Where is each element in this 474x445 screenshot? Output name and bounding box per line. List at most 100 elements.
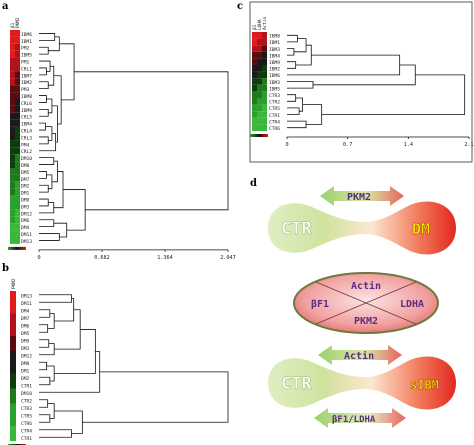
heatmap-cell — [252, 111, 257, 118]
row-label: CTR2 — [21, 399, 32, 405]
panel-a-letter: a — [2, 1, 9, 12]
dendrogram-branch — [45, 126, 53, 141]
heatmap-cell — [257, 45, 262, 52]
dendrogram-branch — [287, 120, 307, 129]
row-label: CTR5 — [21, 414, 32, 420]
heatmap-cell — [257, 32, 262, 39]
x-axis-tick-label: 2.047 — [220, 255, 236, 261]
column-label: PKM2 — [15, 17, 21, 28]
heatmap-cell — [252, 84, 257, 92]
heatmap-cell — [252, 78, 257, 85]
dendrogram-branch — [293, 38, 307, 53]
heatmap-cell — [10, 147, 15, 155]
panel-d-schematic: d CTR DM PKM2 Actin βF1 LDHA PKM2 CTR sI… — [250, 178, 456, 428]
row-label: CRL3 — [21, 135, 32, 141]
row-label: CTR5 — [269, 106, 280, 112]
heatmap-cell — [10, 188, 15, 196]
row-label: CTR6 — [21, 421, 32, 427]
row-label: DM10 — [21, 391, 32, 397]
heatmap-cell — [10, 78, 15, 86]
ctr-dm-diagram: CTR DM PKM2 — [268, 186, 456, 255]
dendrogram-branch — [39, 184, 49, 193]
panel-c-frame — [249, 1, 473, 163]
row-label: DM4 — [21, 309, 30, 315]
dendrogram-branch — [39, 136, 49, 145]
dendrogram-branch — [287, 48, 295, 56]
heatmap-cell — [252, 104, 257, 112]
row-label: CTR6 — [269, 126, 280, 132]
row-label: DM7 — [21, 316, 30, 322]
heatmap-cell — [10, 388, 16, 396]
ellipse-bf1-label: βF1 — [311, 299, 329, 310]
dendrogram-branch — [39, 361, 47, 371]
row-label: IBM9 — [269, 60, 280, 66]
heatmap-cell — [257, 51, 262, 59]
heatmap-cell — [10, 92, 15, 99]
heatmap-cell — [10, 336, 16, 344]
heatmap-cell — [15, 154, 20, 162]
dendrogram-branch — [46, 98, 53, 114]
heatmap-cell — [257, 78, 262, 85]
x-axis-tick-label: 0 — [285, 142, 288, 148]
dendrogram-branch — [74, 71, 229, 211]
heatmap-cell — [15, 223, 20, 231]
heatmap-cell — [10, 358, 16, 366]
heatmap-cell — [10, 168, 15, 175]
row-label: DM1 — [21, 369, 30, 375]
row-label: CTR1 — [269, 113, 280, 119]
heatmap-cell — [262, 104, 267, 112]
dendrogram-branch — [39, 33, 56, 41]
heatmap-cell — [15, 85, 20, 93]
heatmap-cell — [262, 84, 267, 92]
row-label: CRL5 — [21, 115, 32, 121]
heatmap-cell — [15, 36, 20, 44]
dendrogram-branch — [321, 74, 466, 115]
heatmap-cell — [10, 223, 15, 231]
heatmap-cell — [10, 426, 16, 434]
dendrogram-branch — [48, 36, 60, 52]
heatmap-cell — [262, 45, 267, 52]
row-label: DM8 — [21, 361, 30, 367]
heatmap-cell — [15, 112, 20, 120]
heatmap-cell — [252, 91, 257, 98]
heatmap-cell — [15, 64, 20, 72]
row-label: DM9 — [21, 339, 30, 345]
row-label: PM3 — [21, 87, 30, 93]
heatmap-cell — [15, 181, 20, 189]
dendrogram-branch — [39, 95, 47, 103]
heatmap-cell — [10, 43, 15, 51]
column-label: LDHA — [257, 19, 263, 30]
heatmap-cell — [252, 124, 257, 131]
dendrogram-branch — [48, 65, 55, 86]
dendrogram-branch — [39, 309, 51, 318]
heatmap-cell — [15, 99, 20, 106]
row-label: IBM9 — [21, 108, 32, 114]
heatmap-cell — [10, 381, 16, 389]
dendrogram-branch — [287, 94, 297, 102]
heatmap-cell — [257, 98, 262, 105]
heatmap-cell — [10, 126, 15, 134]
heatmap-cell — [15, 209, 20, 217]
row-label: CTR1 — [21, 436, 32, 442]
row-label: CRL1 — [21, 66, 32, 72]
dendrogram-branch — [287, 61, 297, 69]
heatmap-cell — [262, 111, 267, 118]
row-label: IBM6 — [269, 73, 280, 79]
heatmap-cell — [10, 195, 15, 203]
dendrogram-branch — [39, 219, 55, 228]
heatmap-cell — [15, 57, 20, 65]
row-label: PM2 — [21, 46, 30, 52]
row-label: PM4 — [21, 142, 30, 148]
heatmap-cell — [252, 58, 257, 65]
heatmap-cell — [257, 38, 262, 46]
dendrogram-branch — [46, 365, 55, 382]
heatmap-cell — [252, 65, 257, 72]
dendrogram-branch — [287, 81, 314, 89]
heatmap-cell — [262, 65, 267, 72]
dendrogram-branch — [39, 46, 49, 55]
heatmap-cell — [252, 117, 257, 125]
heatmap-cell — [10, 433, 16, 441]
dendrogram-branch — [39, 202, 55, 214]
heatmap-cell — [257, 71, 262, 79]
